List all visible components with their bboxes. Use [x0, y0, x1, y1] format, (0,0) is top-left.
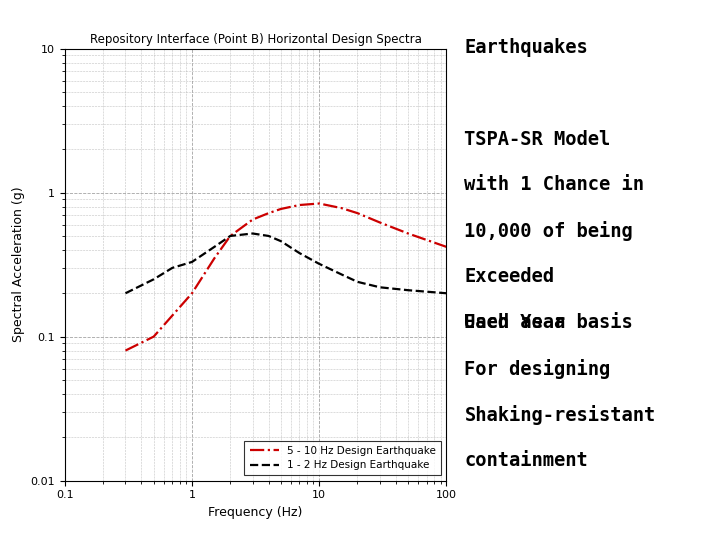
Line: 1 - 2 Hz Design Earthquake: 1 - 2 Hz Design Earthquake [125, 233, 446, 293]
Text: Earthquakes: Earthquakes [464, 38, 588, 57]
Text: Each Year: Each Year [464, 313, 566, 332]
1 - 2 Hz Design Earthquake [376, 284, 384, 291]
5 - 10 Hz Design Earthquake [149, 333, 158, 340]
Text: TSPA-SR Model: TSPA-SR Model [464, 130, 611, 148]
5 - 10 Hz Design Earthquake [315, 200, 323, 207]
5 - 10 Hz Design Earthquake [121, 347, 130, 354]
5 - 10 Hz Design Earthquake [337, 205, 346, 211]
Legend: 5 - 10 Hz Design Earthquake, 1 - 2 Hz Design Earthquake: 5 - 10 Hz Design Earthquake, 1 - 2 Hz De… [244, 441, 441, 475]
5 - 10 Hz Design Earthquake [226, 233, 235, 239]
Line: 5 - 10 Hz Design Earthquake: 5 - 10 Hz Design Earthquake [125, 204, 446, 350]
5 - 10 Hz Design Earthquake [264, 210, 273, 217]
1 - 2 Hz Design Earthquake [354, 279, 362, 285]
5 - 10 Hz Design Earthquake [404, 230, 413, 237]
1 - 2 Hz Design Earthquake [264, 233, 273, 239]
1 - 2 Hz Design Earthquake [210, 244, 219, 250]
1 - 2 Hz Design Earthquake [442, 290, 451, 296]
5 - 10 Hz Design Earthquake [376, 219, 384, 226]
Text: with 1 Chance in: with 1 Chance in [464, 176, 644, 194]
5 - 10 Hz Design Earthquake [188, 290, 197, 296]
Text: Exceeded: Exceeded [464, 267, 554, 286]
Text: containment: containment [464, 451, 588, 470]
1 - 2 Hz Design Earthquake [315, 261, 323, 267]
Y-axis label: Spectral Acceleration (g): Spectral Acceleration (g) [12, 187, 25, 342]
1 - 2 Hz Design Earthquake [276, 238, 285, 245]
1 - 2 Hz Design Earthquake [226, 233, 235, 239]
Text: Shaking-resistant: Shaking-resistant [464, 405, 656, 425]
1 - 2 Hz Design Earthquake [168, 265, 176, 271]
Text: Used as a basis: Used as a basis [464, 313, 633, 332]
1 - 2 Hz Design Earthquake [248, 230, 257, 237]
5 - 10 Hz Design Earthquake [276, 206, 285, 212]
1 - 2 Hz Design Earthquake [295, 250, 304, 256]
5 - 10 Hz Design Earthquake [248, 217, 257, 223]
Title: Repository Interface (Point B) Horizontal Design Spectra: Repository Interface (Point B) Horizonta… [90, 33, 421, 46]
1 - 2 Hz Design Earthquake [337, 271, 346, 278]
5 - 10 Hz Design Earthquake [354, 210, 362, 217]
1 - 2 Hz Design Earthquake [404, 287, 413, 293]
5 - 10 Hz Design Earthquake [442, 244, 451, 250]
X-axis label: Frequency (Hz): Frequency (Hz) [208, 506, 303, 519]
1 - 2 Hz Design Earthquake [188, 259, 197, 265]
1 - 2 Hz Design Earthquake [149, 276, 158, 282]
5 - 10 Hz Design Earthquake [168, 312, 176, 319]
5 - 10 Hz Design Earthquake [210, 255, 219, 261]
1 - 2 Hz Design Earthquake [121, 290, 130, 296]
5 - 10 Hz Design Earthquake [295, 202, 304, 208]
Text: For designing: For designing [464, 359, 611, 379]
Text: 10,000 of being: 10,000 of being [464, 221, 633, 241]
